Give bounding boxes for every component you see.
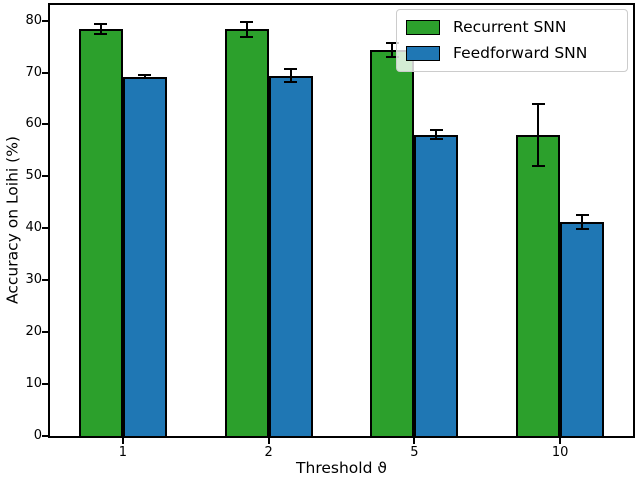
error-bar-cap-bottom	[429, 138, 443, 141]
error-bar-feedforward-snn-threshold-1	[143, 75, 146, 79]
bar-feedforward-snn-threshold-1	[122, 76, 167, 438]
y-tick-label: 60	[25, 116, 42, 132]
x-axis-label: Threshold ϑ	[296, 459, 387, 477]
y-tick-mark	[42, 227, 48, 230]
bar-recurrent-snn-threshold-1	[78, 28, 123, 438]
x-tick-mark	[559, 438, 562, 444]
x-tick-label: 1	[118, 445, 128, 460]
legend-label-feedforward-snn: Feedforward SNN	[453, 44, 588, 62]
legend-entry-feedforward-snn: Feedforward SNN	[406, 44, 617, 63]
y-tick-mark	[42, 19, 48, 22]
legend-swatch-feedforward-snn	[406, 46, 440, 61]
error-bar-cap-top	[138, 74, 152, 77]
error-bar-recurrent-snn-threshold-1	[99, 23, 102, 35]
bar-recurrent-snn-threshold-2	[224, 29, 269, 438]
y-tick-label: 40	[25, 220, 42, 236]
error-bar-cap-bottom	[138, 77, 152, 80]
legend: Recurrent SNN Feedforward SNN	[396, 9, 628, 72]
error-bar-cap-top	[429, 129, 443, 132]
error-bar-feedforward-snn-threshold-5	[435, 130, 438, 140]
x-tick-mark	[121, 438, 124, 444]
error-bar-feedforward-snn-threshold-2	[289, 69, 292, 82]
error-bar-cap-bottom	[575, 227, 589, 230]
error-bar-feedforward-snn-threshold-10	[581, 215, 584, 229]
y-tick-mark	[42, 175, 48, 178]
y-tick-mark	[42, 123, 48, 126]
error-bar-cap-bottom	[531, 165, 545, 168]
y-tick-mark	[42, 71, 48, 74]
legend-swatch-recurrent-snn	[406, 20, 440, 35]
x-tick-label: 2	[264, 445, 273, 460]
error-bar-cap-top	[531, 103, 545, 106]
y-tick-label: 30	[25, 272, 42, 288]
error-bar-recurrent-snn-threshold-2	[245, 21, 248, 38]
y-tick-label: 0	[33, 428, 42, 443]
y-tick-mark	[42, 383, 48, 386]
y-tick-label: 20	[25, 324, 42, 340]
y-tick-label: 50	[25, 168, 42, 184]
error-bar-recurrent-snn-threshold-10	[537, 104, 540, 167]
error-bar-cap-bottom	[284, 80, 298, 83]
y-tick-label: 80	[25, 12, 42, 28]
y-tick-mark	[42, 435, 48, 437]
bar-feedforward-snn-threshold-2	[268, 75, 313, 438]
error-bar-cap-bottom	[385, 56, 399, 59]
y-tick-mark	[42, 279, 48, 282]
error-bar-cap-top	[240, 20, 254, 23]
y-tick-mark	[42, 331, 48, 334]
error-bar-cap-top	[94, 22, 108, 25]
y-tick-label: 10	[25, 376, 42, 392]
bar-recurrent-snn-threshold-10	[516, 135, 561, 438]
y-tick-label: 70	[25, 64, 42, 80]
x-tick-label: 5	[410, 445, 419, 460]
x-tick-label: 10	[551, 445, 569, 460]
error-bar-recurrent-snn-threshold-5	[391, 42, 394, 58]
error-bar-cap-top	[385, 41, 399, 44]
bar-recurrent-snn-threshold-5	[370, 50, 415, 438]
legend-entry-recurrent-snn: Recurrent SNN	[406, 18, 617, 37]
bar-feedforward-snn-threshold-5	[414, 134, 459, 438]
error-bar-cap-top	[575, 214, 589, 217]
x-tick-mark	[413, 438, 416, 444]
error-bar-cap-top	[284, 68, 298, 71]
error-bar-cap-bottom	[94, 33, 108, 36]
legend-label-recurrent-snn: Recurrent SNN	[453, 18, 567, 36]
bar-feedforward-snn-threshold-10	[560, 222, 605, 438]
x-tick-mark	[267, 438, 270, 444]
error-bar-cap-bottom	[240, 36, 254, 39]
